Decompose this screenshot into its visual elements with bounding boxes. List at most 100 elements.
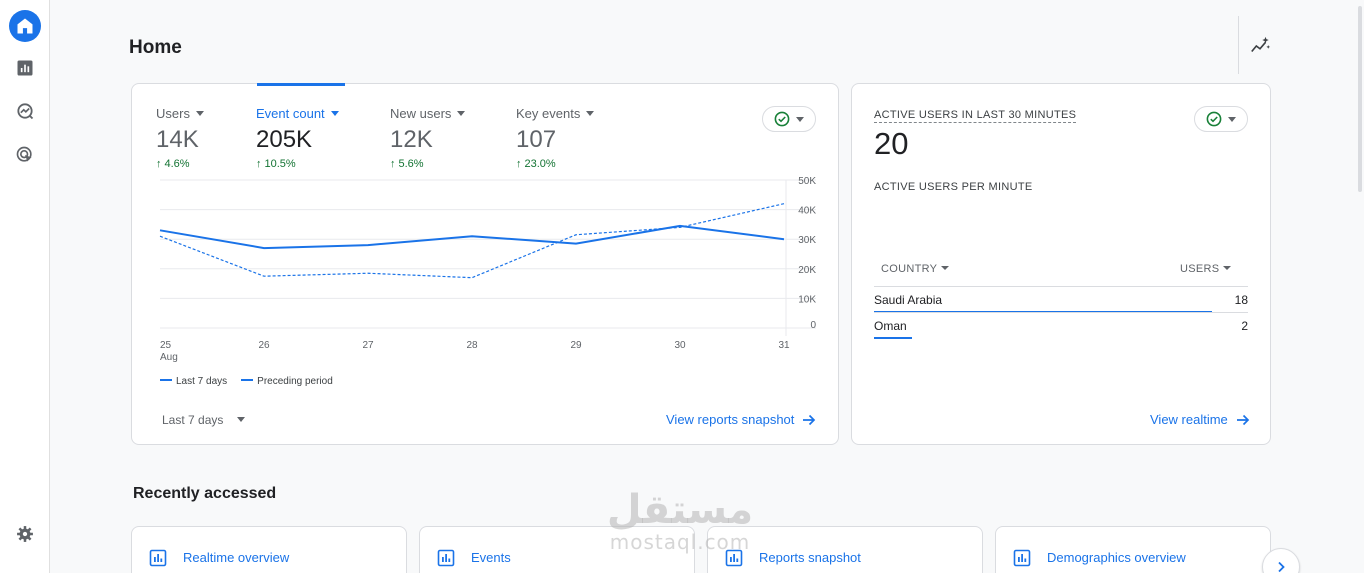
arrow-up-icon: ↑ (156, 158, 162, 170)
x-tick-sublabel: Aug (160, 352, 178, 363)
table-row: Oman 2 (874, 312, 1248, 339)
report-chart-icon (149, 549, 167, 567)
realtime-per-minute-label: ACTIVE USERS PER MINUTE (874, 181, 1033, 193)
reports-icon (17, 60, 33, 76)
report-chart-icon (725, 549, 743, 567)
recent-item-demographics-overview[interactable]: Demographics overview (995, 526, 1271, 573)
page-title: Home (129, 37, 182, 58)
country-column-header[interactable]: COUNTRY (881, 263, 950, 275)
y-tick-label: 30K (798, 235, 816, 246)
scrollbar-thumb[interactable] (1358, 6, 1362, 192)
metric-new-users-label: New users (390, 106, 452, 121)
legend-previous: Preceding period (241, 376, 333, 387)
explore-icon (17, 103, 34, 120)
x-tick-label: 25 (160, 340, 172, 351)
report-chart-icon (1013, 549, 1031, 567)
metric-event-count-label: Event count (256, 106, 325, 121)
gear-icon (17, 526, 33, 542)
chevron-down-icon (1223, 266, 1232, 270)
metric-event-count-value: 205K (256, 126, 313, 153)
metric-key-events-label: Key events (516, 106, 581, 121)
realtime-title: ACTIVE USERS IN LAST 30 MINUTES (874, 109, 1077, 123)
overview-card: Users 14K ↑ 4.6% Event count 205K ↑ 10.5% … (131, 83, 839, 445)
nav-reports-button[interactable] (9, 52, 41, 84)
metric-new-users-change: 5.6% (398, 158, 424, 170)
realtime-data-quality-button[interactable] (1194, 106, 1248, 132)
view-realtime-link[interactable]: View realtime (1150, 412, 1250, 427)
x-tick-label: 27 (362, 340, 374, 351)
nav-advertising-button[interactable] (9, 139, 41, 171)
check-circle-icon (1206, 111, 1222, 127)
metric-event-count-change: 10.5% (264, 158, 296, 170)
data-quality-button[interactable] (762, 106, 816, 132)
recent-item-label: Reports snapshot (759, 550, 861, 565)
recent-item-realtime-overview[interactable]: Realtime overview (131, 526, 407, 573)
chevron-down-icon (195, 111, 204, 116)
chevron-down-icon (330, 111, 339, 116)
users-column-header[interactable]: USERS (1180, 263, 1232, 275)
legend-current: Last 7 days (160, 376, 227, 387)
chevron-down-icon (237, 417, 246, 422)
y-tick-label: 10K (798, 294, 816, 305)
x-tick-label: 26 (258, 340, 270, 351)
chart-legend: Last 7 days Preceding period (160, 376, 333, 387)
insights-button[interactable] (1247, 33, 1273, 59)
nav-explore-button[interactable] (9, 95, 41, 127)
date-range-dropdown[interactable]: Last 7 days (162, 413, 246, 427)
header-divider (1238, 16, 1239, 74)
metric-users-label: Users (156, 106, 190, 121)
country-users: 18 (1234, 293, 1248, 307)
chevron-down-icon (457, 111, 466, 116)
advertising-icon (16, 146, 32, 162)
recent-item-label: Demographics overview (1047, 550, 1186, 565)
metric-key-events-value: 107 (516, 126, 557, 153)
country-name: Saudi Arabia (874, 293, 943, 307)
check-circle-icon (774, 111, 790, 127)
recent-item-reports-snapshot[interactable]: Reports snapshot (707, 526, 983, 573)
left-nav-rail (0, 0, 50, 573)
arrow-right-icon (803, 414, 816, 425)
selected-metric-indicator (257, 83, 345, 86)
x-tick-label: 30 (674, 340, 686, 351)
chevron-down-icon (796, 116, 804, 122)
report-chart-icon (437, 549, 455, 567)
metric-users-value: 14K (156, 126, 199, 153)
country-name: Oman (874, 319, 907, 333)
y-tick-label: 40K (798, 206, 816, 217)
arrow-up-icon: ↑ (516, 158, 522, 170)
home-icon (17, 18, 33, 34)
x-tick-label: 28 (466, 340, 478, 351)
legend-dashed-swatch (241, 379, 254, 381)
chevron-down-icon (586, 111, 595, 116)
y-tick-label: 0 (810, 320, 816, 331)
insights-icon (1251, 36, 1271, 53)
recent-next-button[interactable] (1262, 548, 1300, 573)
recent-item-label: Events (471, 550, 511, 565)
chevron-down-icon (1228, 116, 1236, 122)
realtime-card: ACTIVE USERS IN LAST 30 MINUTES 20 ACTIV… (851, 83, 1271, 445)
table-row: Saudi Arabia 18 (874, 286, 1248, 313)
x-tick-label: 29 (570, 340, 582, 351)
nav-home-button[interactable] (9, 10, 41, 42)
y-tick-label: 20K (798, 265, 816, 276)
y-tick-label: 50K (798, 176, 816, 187)
arrow-up-icon: ↑ (390, 158, 396, 170)
series-line-last-7-days (159, 224, 785, 250)
recently-accessed-title: Recently accessed (133, 485, 277, 502)
series-line-preceding-period (159, 203, 785, 279)
chevron-down-icon (941, 266, 950, 270)
share-bar (874, 337, 912, 339)
recent-item-label: Realtime overview (183, 550, 290, 565)
arrow-up-icon: ↑ (256, 158, 262, 170)
recent-item-events[interactable]: Events (419, 526, 695, 573)
legend-solid-swatch (160, 379, 172, 381)
arrow-right-icon (1236, 414, 1249, 425)
x-tick-label: 31 (778, 340, 790, 351)
metric-users-change: 4.6% (164, 158, 190, 170)
nav-settings-button[interactable] (9, 518, 41, 550)
page-scrollbar[interactable] (1356, 0, 1364, 573)
realtime-active-count: 20 (874, 126, 909, 161)
metric-key-events-change: 23.0% (524, 158, 556, 170)
view-reports-snapshot-link[interactable]: View reports snapshot (666, 412, 816, 427)
